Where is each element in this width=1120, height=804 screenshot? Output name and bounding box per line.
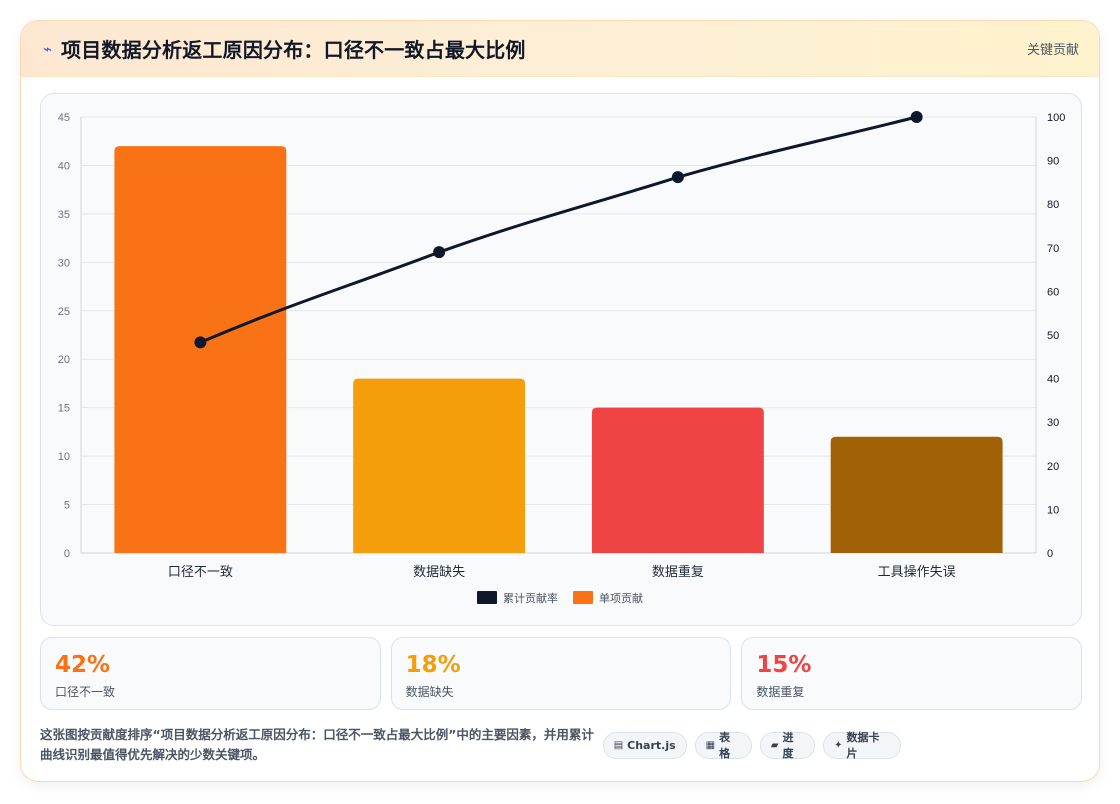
y-right-tick-label: 90 — [1047, 156, 1059, 168]
y-right-tick-label: 20 — [1047, 461, 1059, 473]
stat-card: 42% 口径不一致 — [40, 637, 381, 710]
y-left-tick-label: 0 — [64, 548, 70, 560]
stat-label: 数据重复 — [756, 685, 805, 699]
y-left-tick-label: 15 — [58, 403, 70, 415]
y-right-tick-label: 30 — [1047, 417, 1059, 429]
x-tick-label: 数据重复 — [652, 564, 704, 580]
header-tag: 关键贡献 — [1026, 43, 1079, 58]
chart-description: 这张图按贡献度排序“项目数据分析返工原因分布：口径不一致占最大比例”中的主要因素… — [40, 727, 594, 762]
y-left-tick-label: 5 — [64, 500, 70, 512]
cumulative-point — [194, 336, 207, 349]
bar — [114, 146, 287, 554]
y-left-tick-label: 35 — [58, 209, 70, 221]
bar — [591, 407, 764, 553]
stat-label: 口径不一致 — [55, 685, 116, 699]
x-tick-label: 工具操作失误 — [878, 564, 956, 580]
stat-label: 数据缺失 — [405, 685, 454, 699]
chart-icon: ▤ — [613, 739, 624, 751]
pill-label: 进度 — [782, 731, 794, 760]
y-right-tick-label: 70 — [1047, 243, 1059, 255]
page-title: 项目数据分析返工原因分布：口径不一致占最大比例 — [61, 38, 526, 62]
pill-table[interactable]: ▦ 表格 — [694, 731, 752, 760]
table-icon: ▦ — [705, 739, 716, 751]
pill-data-cards[interactable]: ✦ 数据卡片 — [823, 731, 901, 760]
x-tick-label: 数据缺失 — [413, 565, 465, 580]
pill-progress[interactable]: ▰ 进度 — [759, 731, 816, 760]
y-right-tick-label: 50 — [1047, 330, 1059, 342]
stat-value: 15% — [756, 652, 812, 678]
stats-row: 42% 口径不一致 18% 数据缺失 15% 数据重复 — [40, 637, 1083, 710]
y-left-tick-label: 25 — [58, 306, 70, 318]
stat-card: 15% 数据重复 — [741, 637, 1083, 710]
legend-swatch — [477, 591, 497, 604]
y-right-tick-label: 40 — [1047, 374, 1059, 386]
y-right-tick-label: 80 — [1047, 199, 1059, 211]
stat-card: 18% 数据缺失 — [390, 637, 732, 710]
bar — [830, 436, 1003, 553]
report-card: ⌁ 项目数据分析返工原因分布：口径不一致占最大比例 关键贡献 0 5 10 15 20 2… — [20, 20, 1100, 782]
y-left-tick-label: 40 — [58, 160, 70, 172]
chart-container: 0 5 10 15 20 25 30 35 40 45 0 10 20 30 40 50 60 70 80 90 100… — [40, 93, 1082, 626]
stat-value: 42% — [55, 652, 111, 678]
pareto-chart: 0 5 10 15 20 25 30 35 40 45 0 10 20 30 40 50 60 70 80 90 100… — [58, 111, 1065, 605]
sparkle-icon: ✦ — [834, 739, 843, 751]
footer: 这张图按贡献度排序“项目数据分析返工原因分布：口径不一致占最大比例”中的主要因素… — [40, 717, 1082, 773]
y-left-tick-label: 10 — [58, 451, 70, 463]
legend-swatch — [573, 591, 593, 604]
y-right-tick-label: 100 — [1047, 112, 1065, 124]
cumulative-point — [433, 246, 446, 259]
pill-chartjs[interactable]: ▤ Chart.js — [602, 731, 687, 759]
pill-label: 表格 — [719, 731, 731, 760]
progress-icon: ▰ — [770, 739, 779, 751]
cumulative-point — [671, 171, 684, 184]
card-header: ⌁ 项目数据分析返工原因分布：口径不一致占最大比例 关键贡献 — [21, 21, 1099, 77]
cumulative-point — [910, 111, 923, 123]
tech-pills: ▤ Chart.js ▦ 表格 ▰ 进度 ✦ 数据卡片 — [602, 731, 901, 760]
bar — [353, 378, 526, 553]
legend-label: 单项贡献 — [599, 591, 643, 605]
pill-label: Chart.js — [627, 738, 676, 752]
y-left-tick-label: 20 — [58, 354, 70, 366]
pill-label: 数据卡片 — [846, 731, 880, 760]
title-wrap: ⌁ 项目数据分析返工原因分布：口径不一致占最大比例 — [43, 34, 526, 63]
y-right-tick-label: 10 — [1047, 504, 1059, 516]
x-tick-label: 口径不一致 — [168, 565, 233, 580]
stat-value: 18% — [405, 652, 461, 678]
y-right-tick-label: 60 — [1047, 286, 1059, 298]
y-left-tick-label: 30 — [58, 257, 70, 269]
lightning-icon: ⌁ — [43, 39, 53, 58]
y-left-tick-label: 45 — [58, 112, 70, 124]
cumulative-line — [199, 115, 917, 344]
y-right-tick-label: 0 — [1047, 548, 1053, 560]
legend-label: 累计贡献率 — [503, 591, 558, 605]
